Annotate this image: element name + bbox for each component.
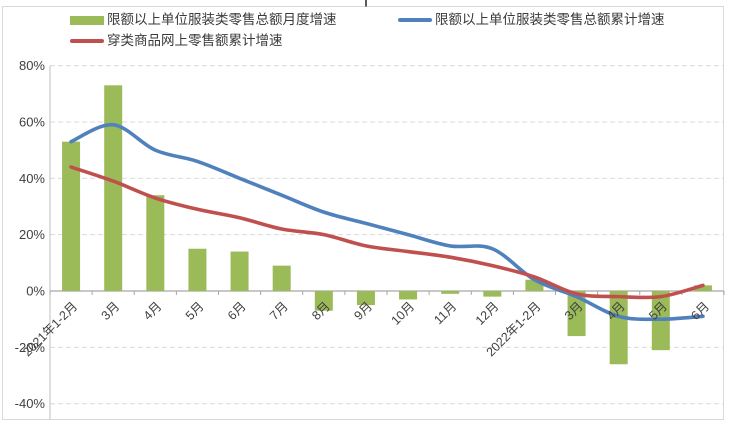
legend-blue-line-swatch-icon [398, 18, 432, 22]
y-tick-label: -40% [15, 396, 46, 411]
bar-2022年1-2月 [525, 279, 544, 291]
y-tick-label: 20% [19, 227, 45, 242]
bar-3月 [104, 85, 123, 291]
y-tick-label: 80% [19, 58, 45, 73]
y-tick-label: 60% [19, 114, 45, 129]
bar-7月 [272, 265, 291, 291]
x-tick-label: 10月 [389, 299, 418, 328]
bar-3月 [567, 291, 586, 337]
x-tick-label: 4月 [141, 299, 165, 323]
line-series-1 [69, 165, 705, 300]
x-tick-label: 11月 [431, 299, 459, 327]
x-tick-label: 6月 [688, 299, 712, 323]
bar-6月 [230, 251, 249, 291]
x-tick-label: 5月 [183, 299, 207, 323]
y-tick-label: 0% [26, 284, 45, 299]
bar-6月 [693, 285, 712, 291]
bar-10月 [399, 291, 418, 300]
x-tick-label: 3月 [99, 299, 123, 323]
legend-bar-swatch-icon [70, 15, 104, 25]
legend-item-monthly-growth-bars: 限额以上单位服装类零售总额月度增速 [70, 11, 337, 29]
bar-5月 [188, 248, 207, 291]
legend-red-line-swatch-icon [70, 39, 104, 43]
legend-label-online-clothing: 穿类商品网上零售额累计增速 [107, 33, 283, 48]
bar-9月 [356, 291, 375, 306]
bar-11月 [441, 291, 460, 294]
x-tick-label: 7月 [267, 299, 291, 323]
y-tick-label: -20% [15, 340, 46, 355]
bar-4月 [146, 195, 165, 291]
chart-border [2, 6, 724, 420]
legend-item-online-clothing-line: 穿类商品网上零售额累计增速 [70, 32, 283, 50]
bar-4月 [609, 291, 628, 365]
legend-label-cumulative-retail: 限额以上单位服装类零售总额累计增速 [435, 12, 665, 27]
line-series-0 [69, 122, 705, 322]
x-tick-label: 12月 [473, 299, 502, 328]
legend-label-monthly-growth: 限额以上单位服装类零售总额月度增速 [107, 12, 337, 27]
bar-12月 [483, 291, 502, 297]
bar-2021年1-2月 [62, 141, 81, 291]
bar-8月 [314, 291, 333, 311]
y-tick-label: 40% [19, 171, 45, 186]
x-tick-label: 6月 [225, 299, 249, 323]
legend-item-cumulative-retail-line: 限额以上单位服装类零售总额累计增速 [398, 11, 665, 29]
